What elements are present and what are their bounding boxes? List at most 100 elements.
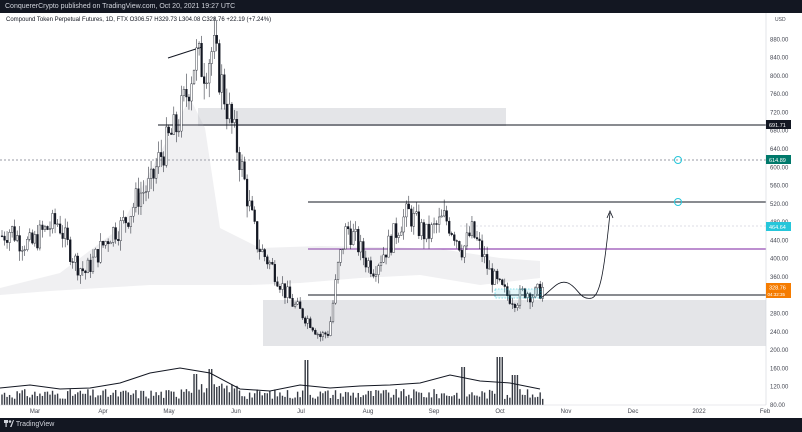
projection-path[interactable] (540, 212, 611, 299)
volume-bar (339, 393, 342, 405)
candle-body (112, 227, 115, 243)
volume-bar (309, 394, 311, 405)
candle-body (526, 293, 529, 298)
volume-bar (39, 393, 41, 405)
volume-bar (453, 395, 455, 405)
volume-bar (524, 394, 526, 405)
volume-bar (203, 392, 205, 405)
volume-bar (352, 392, 354, 405)
volume-bar (253, 393, 256, 405)
volume-bar (291, 398, 294, 405)
volume-bar (152, 395, 155, 405)
candle-body (478, 238, 481, 241)
candle-body (382, 254, 385, 263)
volume-bar (410, 398, 413, 405)
candle-body (281, 283, 284, 290)
y-tick-label: 120.00 (770, 385, 789, 391)
candle-body (190, 83, 193, 102)
upper-supply-zone[interactable] (198, 108, 506, 126)
volume-bar (481, 391, 483, 405)
badge-dotted-target-text: 614.89 (769, 158, 786, 164)
volume-bar (231, 384, 233, 405)
y-tick-label: 200.00 (770, 348, 789, 354)
volume-bar (190, 392, 193, 405)
candle-body (0, 235, 4, 237)
volume-bar (327, 390, 329, 405)
volume-bar (534, 397, 536, 405)
volume-bar (448, 396, 450, 405)
volume-bar (289, 397, 291, 405)
candle-body (311, 327, 314, 331)
volume-bar (382, 390, 385, 405)
candle-body (304, 317, 307, 324)
volume-bar (456, 392, 458, 405)
price-chart[interactable]: 880.00 840.00 800.00 760.00 720.00 680.00 640.… (0, 13, 802, 418)
target-marker-upper[interactable] (674, 156, 682, 164)
candle-body (430, 224, 433, 239)
volume-bar (430, 397, 433, 405)
volume-bar (218, 385, 220, 405)
candle-body (450, 233, 453, 235)
candle-body (5, 240, 9, 243)
volume-bar (347, 392, 349, 405)
volume-bar (471, 392, 473, 405)
candle-body (86, 259, 90, 274)
candle-body (465, 232, 469, 247)
candle-body (160, 152, 163, 157)
candle-body (321, 332, 324, 337)
candle-body (493, 270, 496, 285)
candle-body (293, 303, 297, 307)
volume-bar (59, 398, 61, 405)
volume-bar (529, 397, 531, 405)
volume-bar (375, 390, 377, 405)
volume-bar (168, 390, 170, 405)
candle-body (354, 228, 357, 232)
volume-bar (61, 398, 64, 405)
candle-body (513, 303, 517, 308)
candle-body (288, 286, 292, 299)
publisher-text: ConquererCrypto published on TradingView… (5, 3, 236, 10)
candle-body (339, 249, 342, 263)
candle-body (266, 256, 269, 265)
candle-body (412, 213, 415, 227)
candle-body (200, 43, 203, 77)
candles-group (0, 16, 544, 342)
volume-bar (246, 398, 248, 405)
volume-bar (276, 396, 279, 405)
candle-body (240, 161, 244, 170)
candle-body (390, 235, 393, 253)
target-marker-lower[interactable] (674, 198, 682, 206)
y-tick-label: 600.00 (770, 165, 789, 171)
x-tick-label: Sep (429, 409, 440, 415)
volume-bar (423, 397, 425, 405)
candle-body (48, 228, 52, 230)
candle-body (425, 223, 428, 240)
volume-bar (122, 390, 124, 405)
candle-body (334, 279, 337, 304)
badge-range-mid: 464.64 (766, 222, 791, 231)
candle-body (3, 235, 6, 241)
volume-bar (337, 398, 339, 405)
candle-body (192, 69, 196, 85)
volume-bar (198, 389, 200, 405)
volume-bar (279, 392, 281, 405)
badge-last-price: 328.76 04:32:35 (766, 283, 791, 298)
candle-body (286, 286, 289, 298)
consolidation-box[interactable] (494, 288, 542, 299)
volume-bar (504, 398, 506, 405)
volume-bar (334, 390, 337, 405)
candle-body (496, 270, 499, 280)
candle-body (483, 254, 486, 257)
volume-bar (312, 397, 314, 405)
volume-bar (511, 375, 514, 405)
volume-bar (216, 386, 218, 405)
candle-body (460, 250, 463, 258)
volume-bar (271, 398, 274, 405)
candle-body (149, 168, 153, 179)
candle-body (139, 192, 143, 207)
candle-body (69, 239, 72, 262)
volume-bar (137, 398, 140, 405)
volume-bar (51, 390, 54, 405)
volume-bar (150, 390, 152, 405)
candle-body (341, 248, 345, 250)
